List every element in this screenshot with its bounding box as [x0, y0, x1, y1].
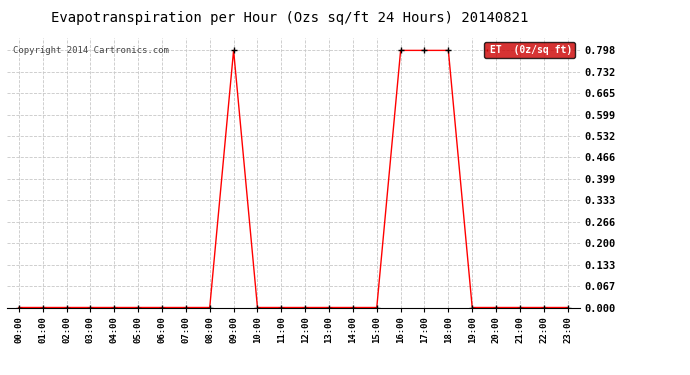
Legend: ET  (0z/sq ft): ET (0z/sq ft) [484, 42, 575, 58]
Text: Evapotranspiration per Hour (Ozs sq/ft 24 Hours) 20140821: Evapotranspiration per Hour (Ozs sq/ft 2… [51, 11, 529, 25]
Text: Copyright 2014 Cartronics.com: Copyright 2014 Cartronics.com [12, 46, 168, 55]
